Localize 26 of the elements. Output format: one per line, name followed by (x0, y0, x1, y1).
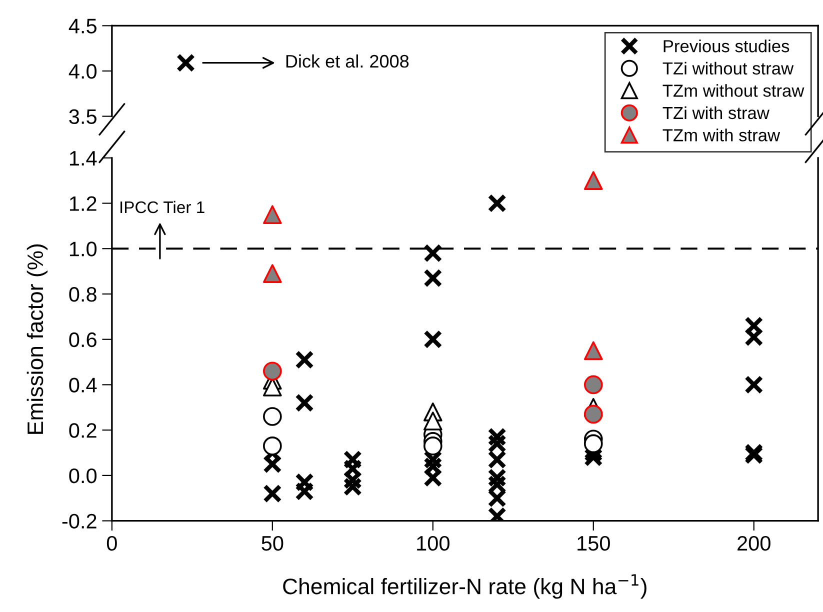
legend-label: TZm without straw (662, 84, 804, 97)
x-tick-label: 150 (578, 536, 610, 551)
y-tick-label: -0.2 (62, 514, 96, 529)
y-tick-label: 0.6 (69, 332, 96, 348)
y-tick-label: 4.0 (68, 64, 97, 79)
x-axis-title: Chemical fertilizer-N rate (kg N ha$^{−1}$) (283, 574, 646, 599)
y-tick-label: 0.0 (69, 468, 97, 484)
y-tick-label: 0.8 (69, 286, 96, 302)
legend-label: Previous studies (664, 40, 790, 52)
y-tick-label: 1.4 (70, 151, 97, 166)
y-tick-label: 0.4 (69, 378, 97, 392)
y-axis-title: Emission factor (%) (26, 244, 48, 434)
y-tick-label: 3.5 (69, 109, 96, 124)
y-tick-label: 1.2 (70, 196, 96, 211)
y-tick-label: 1.0 (70, 242, 97, 256)
y-tick-label: 4.5 (68, 18, 96, 34)
legend-label: TZi with straw (662, 106, 770, 120)
annotation: Dick et al. 2008 (286, 54, 409, 68)
annotation: IPCC Tier 1 (120, 200, 204, 214)
legend-label: TZi without straw (662, 62, 794, 75)
x-tick-label: 100 (417, 536, 450, 551)
x-tick-label: 0 (106, 536, 117, 551)
x-tick-label: 200 (738, 536, 770, 551)
legend-label: TZm with straw (662, 128, 780, 142)
x-tick-label: 50 (262, 536, 284, 551)
y-tick-label: 0.2 (69, 423, 96, 438)
